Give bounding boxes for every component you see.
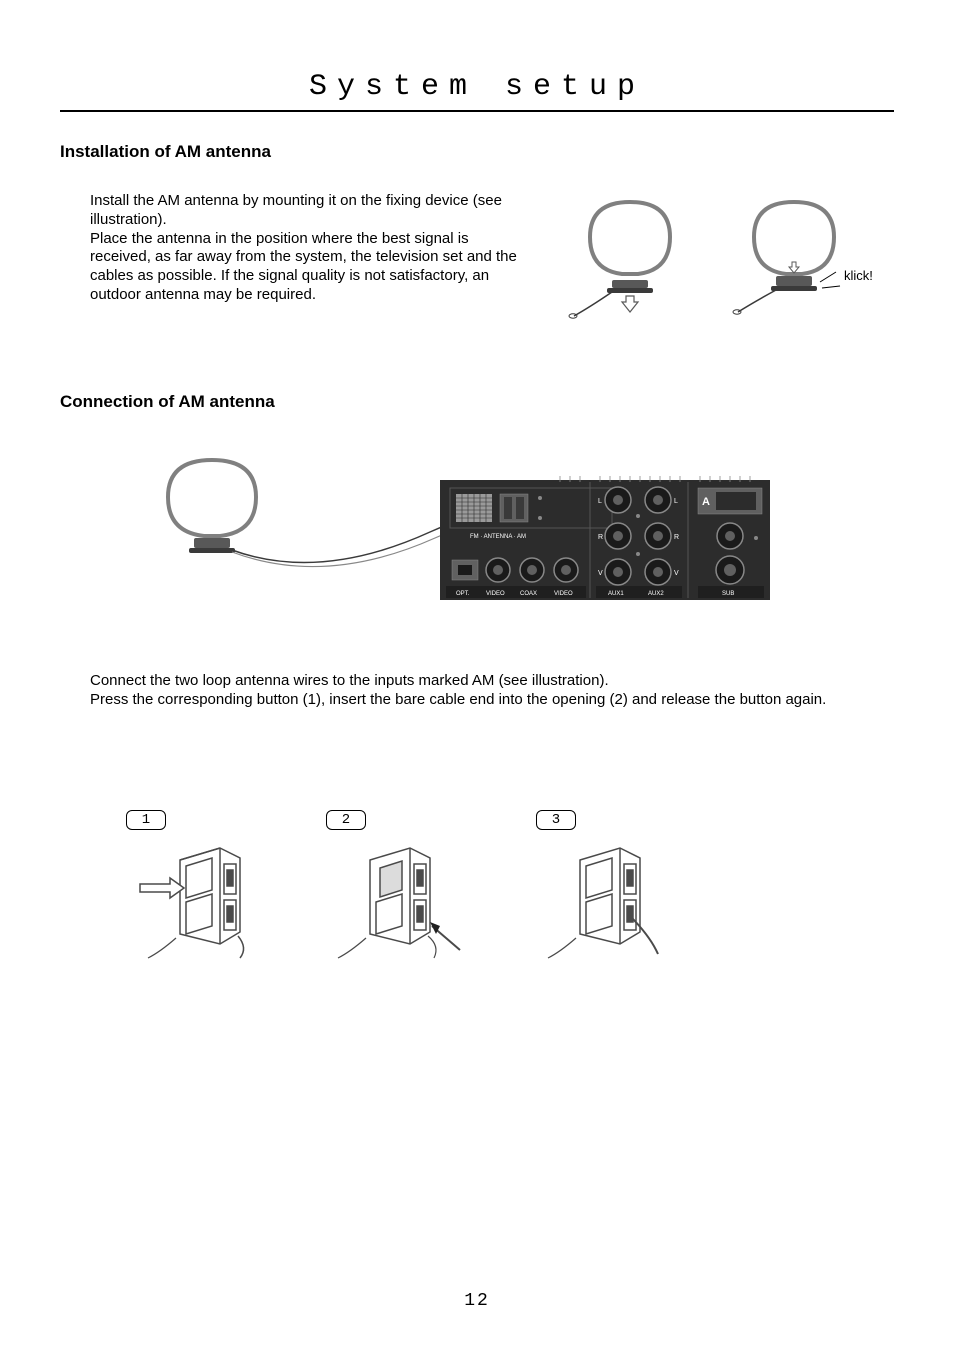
svg-text:COAX: COAX: [520, 591, 537, 597]
svg-text:A: A: [702, 496, 710, 508]
svg-text:AUX1: AUX1: [608, 591, 624, 597]
step-badge: 1: [126, 810, 166, 830]
svg-text:VIDEO: VIDEO: [486, 591, 505, 597]
loop-antenna-mounted-icon: klick!: [724, 192, 894, 322]
svg-text:L: L: [674, 498, 678, 505]
connection-steps: 1: [60, 810, 894, 960]
install-figures: klick!: [546, 192, 894, 322]
loop-antenna-unmounted-icon: [560, 192, 700, 322]
page-container: System setup Installation of AM antenna …: [0, 0, 954, 1351]
connection-text-wrap: Connect the two loop antenna wires to th…: [60, 672, 894, 710]
connection-diagram-icon: FM · ANTENNA · AM OPT. VIDEO COAX VIDEO: [120, 442, 780, 632]
install-heading: Installation of AM antenna: [60, 142, 894, 162]
install-block: Install the AM antenna by mounting it on…: [60, 192, 894, 322]
step-1: 1: [120, 810, 260, 960]
step-3: 3: [530, 810, 670, 960]
connection-heading: Connection of AM antenna: [60, 392, 894, 412]
page-title: System setup: [60, 70, 894, 112]
svg-text:L: L: [598, 498, 602, 505]
page-number: 12: [0, 1291, 954, 1311]
svg-text:OPT.: OPT.: [456, 591, 470, 597]
svg-text:SUB: SUB: [722, 591, 734, 597]
svg-text:V: V: [674, 570, 679, 577]
svg-text:AUX2: AUX2: [648, 591, 664, 597]
install-text-wrap: Install the AM antenna by mounting it on…: [60, 192, 530, 305]
klick-label: klick!: [844, 268, 873, 283]
step-badge: 2: [326, 810, 366, 830]
step-2: 2: [320, 810, 470, 960]
connection-text: Connect the two loop antenna wires to th…: [90, 672, 894, 710]
svg-text:V: V: [598, 570, 603, 577]
terminal-step2-icon: [320, 840, 470, 960]
svg-text:R: R: [674, 534, 679, 541]
connection-figure: FM · ANTENNA · AM OPT. VIDEO COAX VIDEO: [60, 442, 894, 632]
terminal-step3-icon: [530, 840, 670, 960]
install-text: Install the AM antenna by mounting it on…: [90, 192, 530, 305]
step-badge: 3: [536, 810, 576, 830]
terminal-step1-icon: [120, 840, 260, 960]
svg-text:VIDEO: VIDEO: [554, 591, 573, 597]
svg-text:R: R: [598, 534, 603, 541]
svg-text:FM · ANTENNA · AM: FM · ANTENNA · AM: [470, 534, 526, 540]
